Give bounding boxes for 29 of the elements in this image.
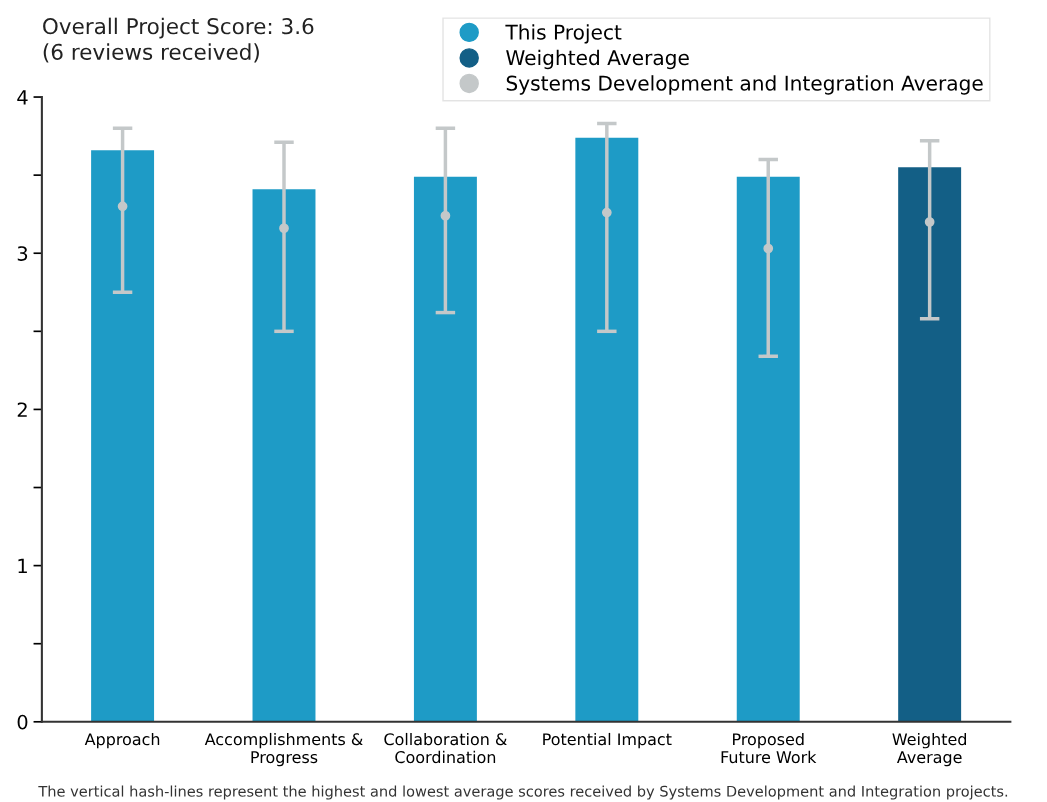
bar xyxy=(575,137,639,722)
point xyxy=(117,201,128,212)
legend-label: Systems Development and Integration Average xyxy=(506,75,983,95)
x-tick-label: Accomplishments & Progress xyxy=(204,732,363,767)
point xyxy=(601,207,612,218)
chart-title: Overall Project Score: 3.6 xyxy=(43,17,314,39)
point xyxy=(440,210,451,221)
x-tick-label: Approach xyxy=(84,732,160,749)
legend-label: Weighted Average xyxy=(506,49,689,70)
x-tick-label: Weighted Average xyxy=(892,732,966,767)
y-tick-label: 1 xyxy=(18,558,27,573)
bar xyxy=(413,176,477,722)
x-tick-label: Potential Impact xyxy=(543,732,672,749)
point xyxy=(763,243,774,254)
y-tick-label: 2 xyxy=(17,402,27,417)
x-tick-label: Proposed Future Work xyxy=(721,732,817,764)
chart-subtitle: (6 reviews received) xyxy=(43,43,259,63)
bar xyxy=(91,150,155,722)
bar xyxy=(252,189,316,722)
point xyxy=(924,217,935,227)
y-tick-label: 4 xyxy=(17,90,28,105)
text: The vertical hash-lines represent the highest and lowest average scores received by Systems Development and Integration projects. xyxy=(38,785,1008,800)
point xyxy=(279,223,289,234)
y-tick-label: 3 xyxy=(17,246,28,261)
bar xyxy=(736,176,800,722)
legend-label: This Project xyxy=(505,24,622,44)
y-tick-label: 0 xyxy=(17,714,28,730)
bar xyxy=(898,167,962,722)
x-tick-label: Collaboration & Coordination xyxy=(384,732,507,764)
